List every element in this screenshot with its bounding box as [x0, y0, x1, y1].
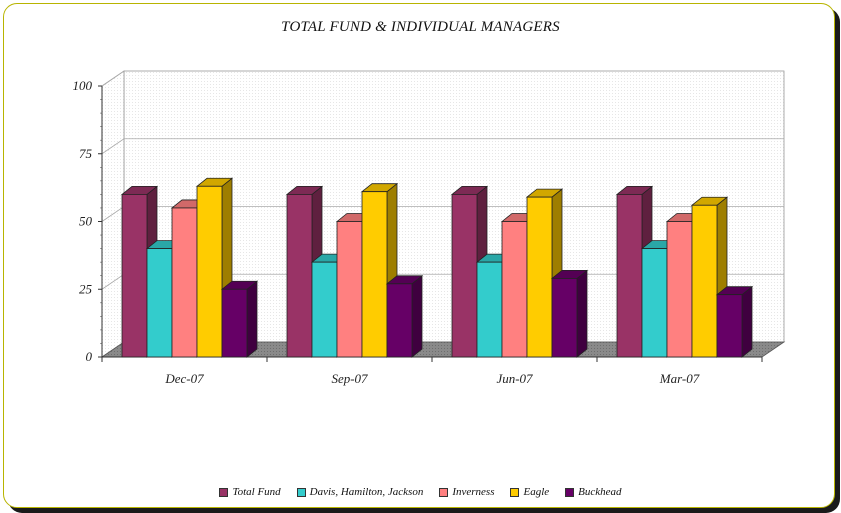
bar: [195, 177, 234, 358]
x-tick-label: Dec-07: [164, 371, 204, 386]
legend-item: Total Fund: [219, 486, 281, 498]
bar-front: [361, 191, 388, 358]
category-axis: Dec-07 Sep-07 Jun-07 Mar-07: [101, 357, 763, 386]
y-tick-label: 0: [86, 349, 93, 364]
bar-front: [666, 221, 693, 358]
y-tick-label: 50: [79, 214, 93, 229]
legend-swatch: [439, 487, 449, 497]
bar-front: [451, 193, 478, 358]
bar-front: [386, 283, 413, 358]
y-tick-label: 100: [73, 78, 93, 93]
bar-front: [286, 193, 313, 358]
bar-series: [120, 177, 754, 358]
bar-front: [551, 278, 578, 358]
bar-front: [691, 204, 718, 358]
legend-swatch: [296, 487, 306, 497]
legend-item: Davis, Hamilton, Jackson: [296, 486, 424, 498]
legend-label: Total Fund: [232, 486, 281, 498]
y-tick-label: 25: [79, 281, 93, 296]
chart-title: TOTAL FUND & INDIVIDUAL MANAGERS: [281, 19, 560, 35]
bar-front: [196, 185, 223, 358]
x-tick-label: Mar-07: [659, 371, 700, 386]
bar-front: [221, 288, 248, 358]
bar: [385, 274, 424, 358]
legend-label: Buckhead: [578, 486, 622, 498]
legend-label: Inverness: [452, 486, 495, 498]
bar-front: [616, 193, 643, 358]
bar-front: [476, 261, 503, 358]
bar-front: [526, 196, 553, 358]
bar-front: [336, 221, 363, 358]
x-tick-label: Jun-07: [496, 371, 533, 386]
bar-side: [741, 285, 753, 358]
bar: [220, 280, 259, 358]
x-tick-label: Sep-07: [331, 371, 368, 386]
legend-item: Inverness: [439, 486, 494, 498]
gridline: [101, 70, 784, 87]
legend-item: Eagle: [510, 486, 549, 498]
legend-swatch: [510, 487, 520, 497]
legend-item: Buckhead: [565, 486, 622, 498]
legend-label: Davis, Hamilton, Jackson: [309, 486, 424, 498]
bar: [550, 269, 589, 358]
legend-swatch: [219, 487, 229, 497]
legend-label: Eagle: [523, 486, 550, 498]
bar-side: [411, 274, 423, 358]
bar-front: [716, 294, 743, 358]
gridline: [101, 138, 784, 155]
y-tick-label: 75: [79, 146, 93, 161]
bar-front: [641, 248, 668, 358]
bar: [715, 285, 754, 358]
bar-side: [576, 269, 588, 358]
bar-side: [246, 280, 258, 358]
legend-swatch: [565, 487, 575, 497]
bar-front: [121, 193, 148, 358]
bar-front: [501, 221, 528, 358]
bar-front: [171, 207, 198, 358]
bar-front: [146, 248, 173, 358]
legend: Total Fund Davis, Hamilton, Jackson Invern…: [0, 486, 841, 498]
bar-front: [311, 261, 338, 358]
